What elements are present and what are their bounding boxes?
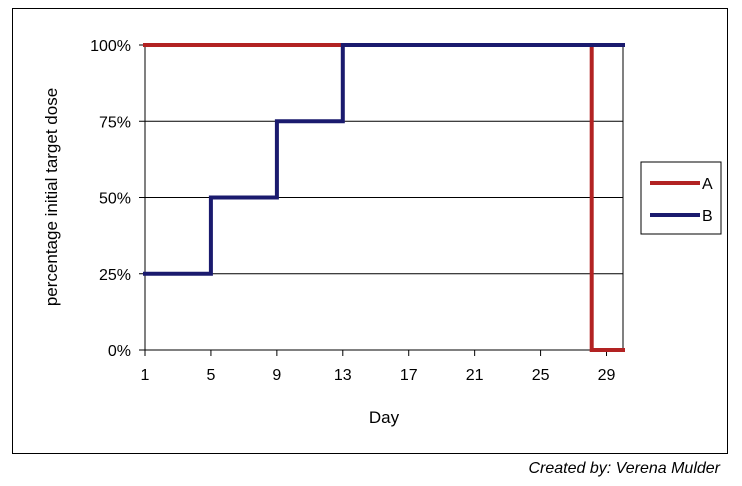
- x-tick-label: 25: [532, 367, 550, 384]
- y-axis: 0% 25% 50% 75% 100%: [90, 38, 145, 360]
- credit-text: Created by: Verena Mulder: [528, 460, 720, 477]
- x-tick-label: 5: [206, 367, 215, 384]
- x-tick-label: 9: [272, 367, 281, 384]
- x-tick-label: 29: [598, 367, 616, 384]
- legend-box: [640, 161, 722, 235]
- chart-frame: [12, 8, 728, 454]
- series-layer: [143, 43, 625, 352]
- x-tick-label: 1: [141, 367, 150, 384]
- y-tick-label: 75%: [99, 114, 131, 131]
- x-tick-label: 13: [334, 367, 352, 384]
- y-tick-label: 0%: [108, 343, 131, 360]
- y-tick-label: 25%: [99, 267, 131, 284]
- y-axis-title: percentage initial target dose: [42, 88, 61, 306]
- legend-label-b: B: [702, 208, 713, 225]
- x-axis-title: Day: [369, 408, 400, 427]
- x-axis: 1 5 9 13 17 21 25 29: [141, 350, 616, 384]
- legend: AB: [640, 161, 722, 235]
- x-tick-label: 21: [466, 367, 484, 384]
- legend-label-a: A: [702, 176, 713, 193]
- y-tick-label: 100%: [90, 38, 131, 55]
- series-line-b: [143, 43, 625, 276]
- y-tick-label: 50%: [99, 191, 131, 208]
- x-tick-label: 17: [400, 367, 418, 384]
